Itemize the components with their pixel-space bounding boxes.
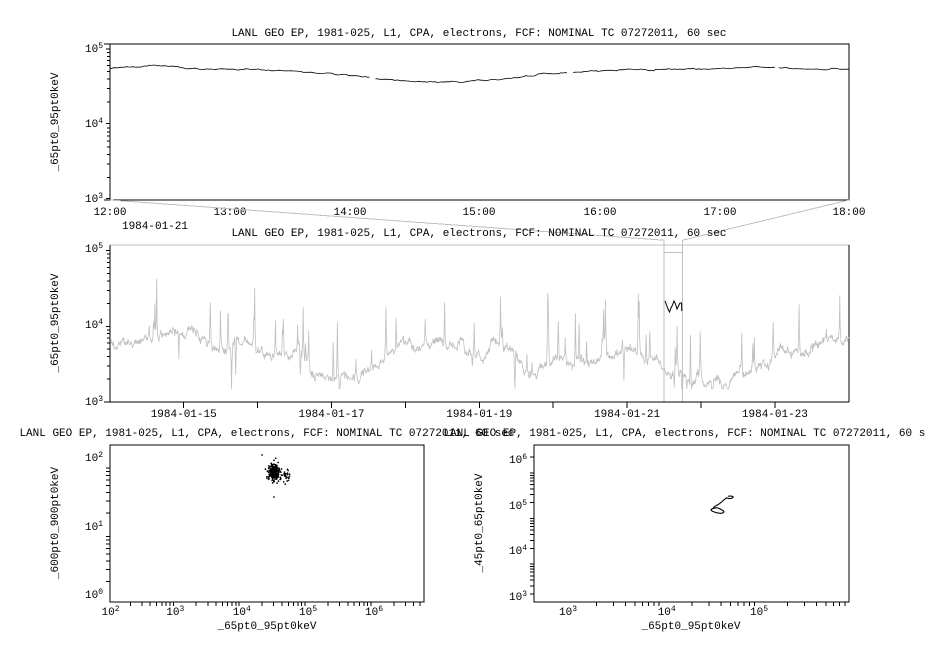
svg-text:12:00: 12:00 (93, 207, 126, 219)
svg-text:1984-01-17: 1984-01-17 (298, 409, 364, 421)
svg-text:_65pt0_95pt0keV: _65pt0_95pt0keV (640, 621, 740, 633)
svg-text:LANL GEO EP, 1981-025, L1, CPA: LANL GEO EP, 1981-025, L1, CPA, electron… (19, 428, 514, 440)
svg-text:_45pt0_65pt0keV: _45pt0_65pt0keV (474, 473, 486, 573)
svg-text:15:00: 15:00 (462, 207, 495, 219)
svg-text:18:00: 18:00 (832, 207, 865, 219)
svg-text:1984-01-21: 1984-01-21 (594, 409, 660, 421)
svg-text:1984-01-19: 1984-01-19 (446, 409, 512, 421)
svg-text:1984-01-23: 1984-01-23 (742, 409, 808, 421)
svg-text:1984-01-21: 1984-01-21 (122, 221, 188, 233)
svg-text:16:00: 16:00 (583, 207, 616, 219)
svg-text:LANL GEO EP, 1981-025, L1, CPA: LANL GEO EP, 1981-025, L1, CPA, electron… (443, 428, 926, 440)
svg-text:17:00: 17:00 (703, 207, 736, 219)
svg-text:LANL GEO EP, 1981-025, L1, CPA: LANL GEO EP, 1981-025, L1, CPA, electron… (231, 228, 726, 240)
svg-text:_65pt0_95pt0keV: _65pt0_95pt0keV (216, 621, 316, 633)
svg-text:_65pt0_95pt0keV: _65pt0_95pt0keV (50, 273, 62, 373)
svg-text:LANL GEO EP, 1981-025, L1, CPA: LANL GEO EP, 1981-025, L1, CPA, electron… (231, 28, 726, 40)
svg-text:1984-01-15: 1984-01-15 (151, 409, 217, 421)
svg-text:_65pt0_95pt0keV: _65pt0_95pt0keV (50, 72, 62, 172)
svg-text:_600pt0_900pt0keV: _600pt0_900pt0keV (50, 466, 62, 580)
